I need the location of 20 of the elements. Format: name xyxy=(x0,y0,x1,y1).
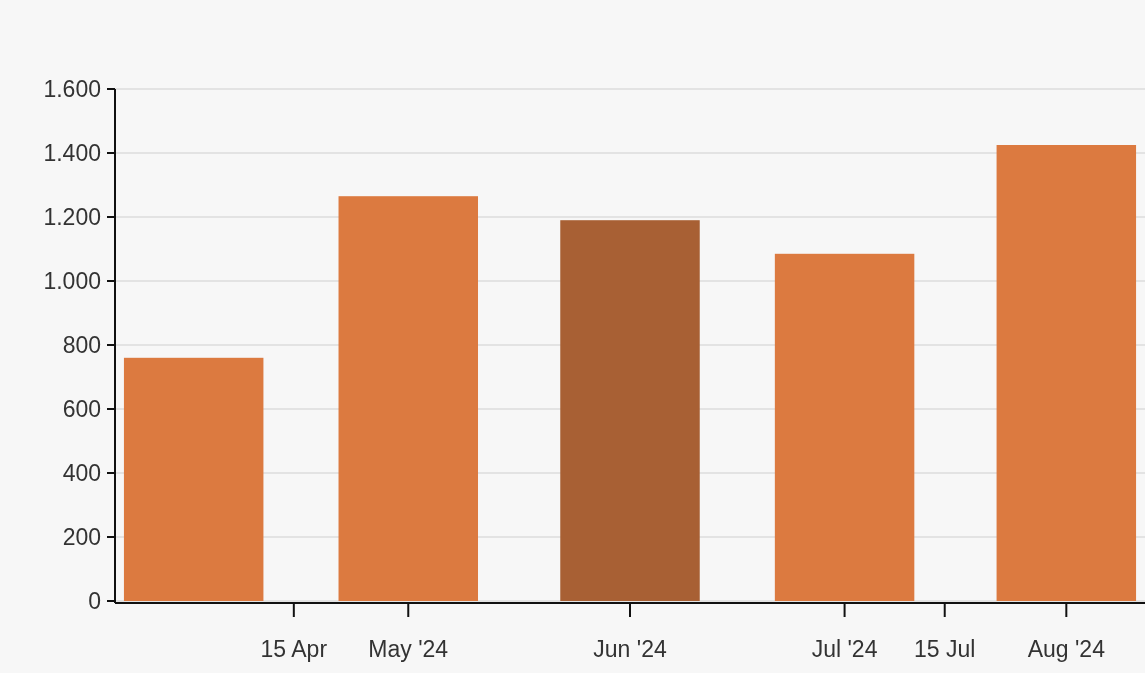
y-tick-label: 1.600 xyxy=(43,76,101,103)
y-tick-label: 1.000 xyxy=(43,268,101,295)
bar xyxy=(774,253,915,601)
y-tick-label: 0 xyxy=(88,588,101,615)
x-tick-label: Jun '24 xyxy=(593,636,667,662)
x-tick-label: 15 Apr xyxy=(260,636,328,662)
y-tick-label: 1.400 xyxy=(43,140,101,167)
bar xyxy=(996,145,1137,601)
y-tick-label: 200 xyxy=(62,524,101,551)
x-tick-label: 15 Jul xyxy=(914,636,976,662)
x-tick-label: May '24 xyxy=(368,636,449,662)
bar xyxy=(123,357,264,601)
y-tick-label: 600 xyxy=(62,396,101,423)
bar xyxy=(338,196,478,601)
y-tick-label: 800 xyxy=(62,332,101,359)
y-tick-label: 1.200 xyxy=(43,204,101,231)
x-tick-label: Aug '24 xyxy=(1027,636,1106,662)
y-tick-label: 400 xyxy=(62,460,101,487)
bar xyxy=(560,220,700,601)
x-tick-label: Jul '24 xyxy=(811,636,878,662)
